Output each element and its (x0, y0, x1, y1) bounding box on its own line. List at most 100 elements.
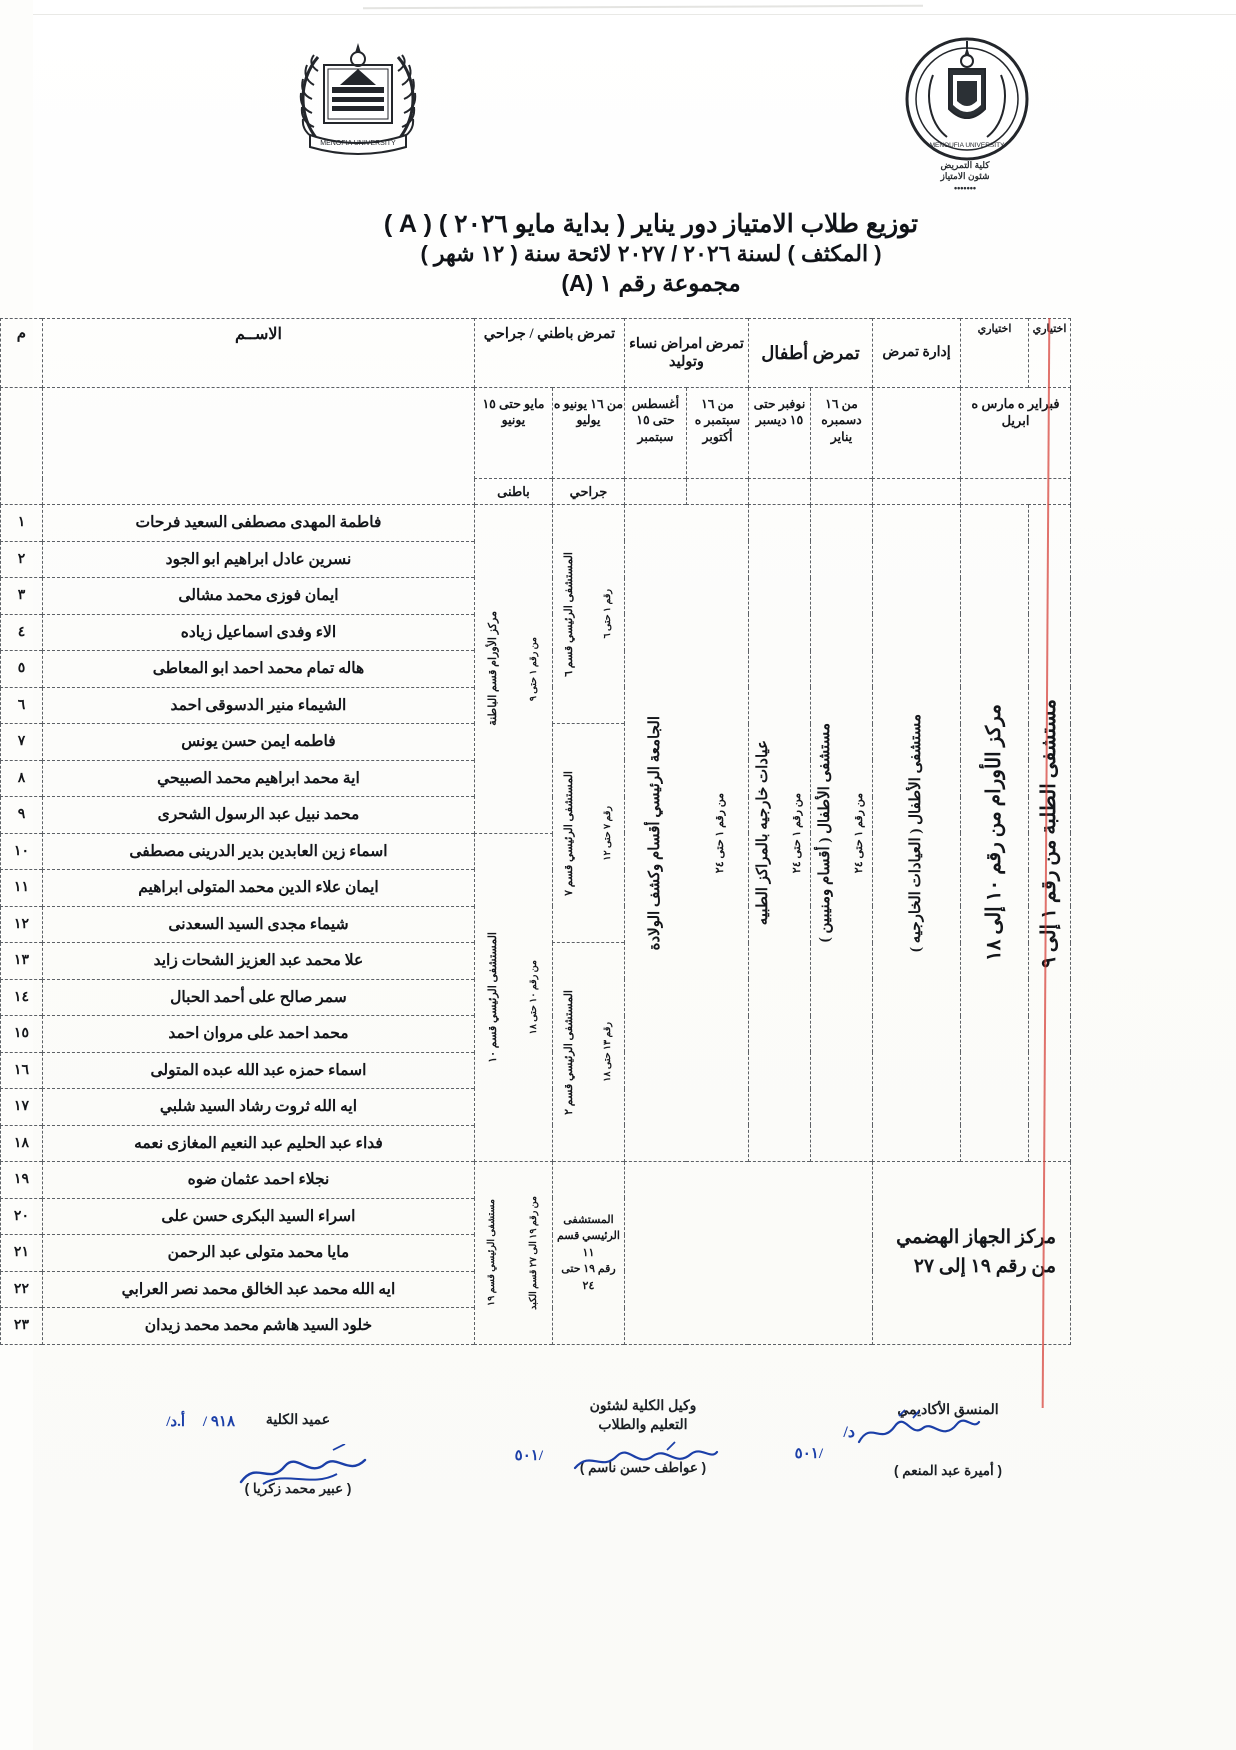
speciality-elective-empty (928, 479, 1038, 505)
obgyn-text: الجامعة الرئيسي أقسام وكشف الولادة (614, 716, 631, 950)
header-obgyn-nursing: تمرض امراض نساء وتوليد (591, 319, 715, 388)
student-number: ١٣ (0, 943, 9, 980)
student-name: محمد احمد على مروان احمد (9, 1016, 441, 1053)
surgical-a-text: المستشفى الرئيسي قسم ٦ (530, 552, 543, 677)
surgical-placement-group-d: المستشفى الرئيسي قسم ١١ رقم ١٩ حتى ٢٤ (519, 1162, 591, 1345)
internal-placement-group-1: من رقم ١ حتى ٩ مركز الأورام قسم الباطنة (441, 505, 519, 834)
internal-g1-text: مركز الأورام قسم الباطنة (454, 611, 467, 726)
dates-obgyn-sep: من ١٦ سبتمبر ه أكتوبر (653, 388, 715, 479)
student-number: ١٧ (0, 1089, 9, 1126)
coordinator-name: ( أميرة عبد المنعم ) (800, 1463, 1030, 1479)
surgical-d-line1: المستشفى (520, 1212, 591, 1229)
student-name: محمد نبيل عبد الرسول الشحرى (9, 797, 441, 834)
admin-top-text: مستشفى الطلبة من رقم ١ إلى ٩ (1005, 699, 1028, 968)
group-title: مجموعة رقم ١ (A) (0, 270, 1236, 298)
student-name: نسرين عادل ابراهيم ابو الجود (9, 541, 441, 578)
speciality-admin-empty (840, 479, 928, 505)
student-number: ١٤ (0, 979, 9, 1016)
dates-elective: فبراير ه مارس ه ابريل (928, 388, 1038, 479)
student-number: ٢ (0, 541, 9, 578)
surgical-b-text: المستشفى الرئيسي قسم ٧ (530, 771, 543, 896)
peds-dec-placement: من رقم ١ حتى ٢٤ مستشفى الأطفال ( أقسام و… (778, 505, 840, 1162)
surgical-d-line2: الرئيسي قسم (520, 1228, 591, 1245)
student-number: ١٥ (0, 1016, 9, 1053)
vice-dean-role-line1: وكيل الكلية لشئون (510, 1396, 710, 1415)
student-name: سمر صالح على أحمد الحبال (9, 979, 441, 1016)
internal-g2-text: المستشفى الرئيسي قسم ١٠ (454, 932, 467, 1063)
header-nursing-admin: إدارة تمرض (840, 319, 928, 388)
dates-peds-dec: من ١٦ دسمبره يناير (778, 388, 840, 479)
internal-g2-range: من رقم ١٠ حتى ١٨ (496, 960, 507, 1034)
coordinator-role: المنسق الأكاديمي (800, 1400, 1030, 1419)
peds-hosp1-range: من رقم ١ حتى ٢٤ (820, 793, 833, 873)
distribution-table: اختياري اختياري إدارة تمرض تمرض أطفال تم… (0, 318, 1038, 1345)
student-number: ٢٢ (0, 1271, 9, 1308)
student-name: مايا محمد متولى عبد الرحمن (9, 1235, 441, 1272)
vice-dean-role-line2: التعليم والطلاب (510, 1415, 710, 1434)
obgyn-placement: من رقم ١ حتى ٢٤ الجامعة الرئيسي أقسام وك… (591, 505, 715, 1162)
surgical-c-range: رقم ١٣ حتى ١٨ (570, 1022, 581, 1082)
student-number: ٩ (0, 797, 9, 834)
peds-hosp1-text: مستشفى الأطفال ( أقسام ومنيبين ) (784, 723, 801, 942)
header-pediatric-nursing: تمرض أطفال (715, 319, 839, 388)
table-header-row: اختياري اختياري إدارة تمرض تمرض أطفال تم… (0, 319, 1038, 388)
internal-placement-group-2: من رقم ١٠ حتى ١٨ المستشفى الرئيسي قسم ١٠ (441, 833, 519, 1162)
signature-coordinator: المنسق الأكاديمي ( أميرة عبد المنعم ) (800, 1400, 1030, 1479)
document-page: MENOFIA UNIVERSITY MENOUFIA UNIVERSIT (0, 0, 1236, 1750)
coordinator-signature-prefix: د/ (810, 1422, 822, 1442)
dates-peds-nov: نوفبر حتى ١٥ ديسبر (715, 388, 777, 479)
surgical-a-range: رقم ١ حتى ٦ (570, 589, 581, 638)
internal-g3-text: مستشفى الرئيسي قسم ١٩ (454, 1199, 465, 1306)
speciality-surgical-label: جراحي (519, 479, 591, 505)
peds-clinic-range: من رقم ١ حتى ٢٤ (758, 793, 771, 873)
student-name: اسماء حمزه عبد الله عبده المتولى (9, 1052, 441, 1089)
student-name: ايه الله ثروت رشاد السيد شلبي (9, 1089, 441, 1126)
distribution-table-wrap: اختياري اختياري إدارة تمرض تمرض أطفال تم… (38, 318, 1038, 1345)
svg-text:MENOFIA UNIVERSITY: MENOFIA UNIVERSITY (287, 140, 363, 147)
elective1-placement-oncology: مركز الأورام من رقم ١٠ إلى ١٨ (928, 505, 996, 1162)
admin-placement-digestive-center: مركز الجهاز الهضمي من رقم ١٩ إلى ٢٧ (840, 1162, 1038, 1345)
student-name: فاطمه ايمن حسن يونس (9, 724, 441, 761)
speciality-peds-dec-empty (778, 479, 840, 505)
student-number: ١٨ (0, 1125, 9, 1162)
internal-g3-range: من رقم ١٩ الى ٢٧ قسم الكبد (496, 1196, 507, 1310)
coordinator-stamp-number: /٥٠١ (762, 1444, 790, 1463)
student-number: ٦ (0, 687, 9, 724)
student-number: ٢٠ (0, 1198, 9, 1235)
peds-clinic-text: عيادات خارجيه بالمراكز الطبيه (722, 740, 739, 925)
surgical-placement-group-c: رقم ١٣ حتى ١٨ المستشفى الرئيسي قسم ٢ (519, 943, 591, 1162)
faculty-caption-line2: شئون الامتياز (872, 171, 992, 182)
document-title-block: توزيع طلاب الامتياز دور يناير ( بداية ما… (0, 210, 1236, 298)
student-number: ١ (0, 505, 9, 542)
surgical-placement-group-a: رقم ١ حتى ٦ المستشفى الرئيسي قسم ٦ (519, 505, 591, 724)
student-name: ايمان علاء الدين محمد المتولى ابراهيم (9, 870, 441, 907)
header-student-name: الاســم (9, 319, 441, 388)
student-name: نجلاء احمد عثمان ضوه (9, 1162, 441, 1199)
page-title: توزيع طلاب الامتياز دور يناير ( بداية ما… (0, 210, 1236, 239)
student-number: ٤ (0, 614, 9, 651)
student-number: ١٢ (0, 906, 9, 943)
student-name: الشيماء منير الدسوقى احمد (9, 687, 441, 724)
dates-surgical: من ١٦ يونيو ه يوليو (519, 388, 591, 479)
admin-bottom-text: مركز الجهاز الهضمي من رقم ١٩ إلى ٢٧ (854, 1224, 1023, 1281)
speciality-obgyn-aug-empty (591, 479, 653, 505)
admin-mid-text: مركز الأورام من رقم ١٠ إلى ١٨ (950, 704, 973, 961)
speciality-peds-nov-empty (715, 479, 777, 505)
student-name: اسراء السيد البكرى حسن على (9, 1198, 441, 1235)
student-name: ايه الله محمد عبد الخالق محمد نصر العراب… (9, 1271, 441, 1308)
student-name: خلود السيد هاشم محمد محمد زيدان (9, 1308, 441, 1345)
speciality-internal-label: باطنى (441, 479, 519, 505)
internal-placement-group-3: من رقم ١٩ الى ٢٧ قسم الكبد مستشفى الرئيس… (441, 1162, 519, 1345)
table-row: مركز الجهاز الهضمي من رقم ١٩ إلى ٢٧ المس… (0, 1162, 1038, 1199)
student-number: ٣ (0, 578, 9, 615)
student-number: ١٦ (0, 1052, 9, 1089)
student-name: ايمان فوزى محمد مشالى (9, 578, 441, 615)
signature-footer: المنسق الأكاديمي ( أميرة عبد المنعم ) د/… (40, 1400, 1040, 1610)
student-number: ٢١ (0, 1235, 9, 1272)
dates-admin-empty (840, 388, 928, 479)
number-header-spacer (0, 388, 9, 505)
surgical-d-line4: رقم ١٩ حتى (520, 1261, 591, 1278)
svg-text:MENOUFIA UNIVERSITY: MENOUFIA UNIVERSITY (897, 142, 972, 149)
student-name: الاء وفدى اسماعيل زياده (9, 614, 441, 651)
header-serial-number: م (0, 319, 9, 388)
